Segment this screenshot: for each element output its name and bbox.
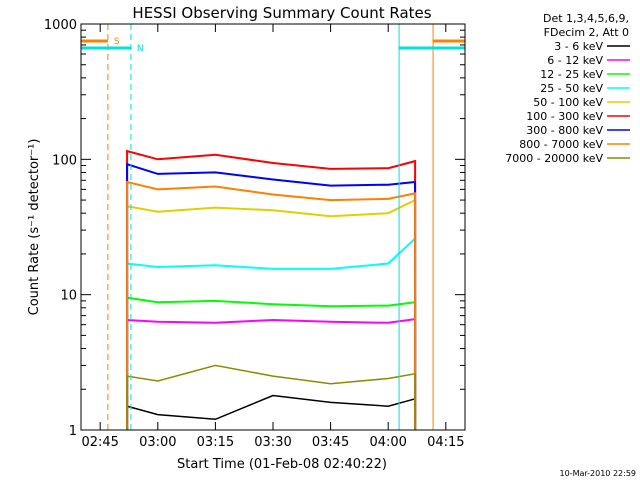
legend-header-1: FDecim 2, Att 0 [544, 26, 629, 39]
legend-label-7: 800 - 7000 keV [519, 138, 603, 151]
legend-header-0: Det 1,3,4,5,6,9, [543, 12, 629, 25]
y-axis: 1 10 100 1000 [44, 18, 465, 439]
series-line-6 [126, 162, 417, 430]
x-tick-label-2: 03:15 [197, 435, 234, 450]
series-line-4 [126, 198, 417, 430]
x-axis: 02:45 03:00 03:15 03:30 03:45 04:00 04:15 [81, 24, 465, 450]
marker-layer: SN [81, 24, 465, 430]
legend-label-2: 12 - 25 keV [540, 68, 603, 81]
y-tick-label-2: 100 [52, 153, 77, 168]
legend-label-3: 25 - 50 keV [540, 82, 603, 95]
series-line-8 [126, 364, 416, 430]
y-tick-label-0: 1 [69, 424, 77, 439]
series-line-5 [126, 149, 417, 430]
series-layer [126, 149, 417, 430]
y-axis-label: Count Rate (s⁻¹ detector⁻¹) [27, 139, 42, 316]
legend: Det 1,3,4,5,6,9,FDecim 2, Att 03 - 6 keV… [505, 12, 630, 165]
series-line-2 [126, 296, 417, 430]
plot-frame [80, 23, 466, 431]
x-axis-label: Start Time (01-Feb-08 02:40:22) [177, 457, 387, 472]
legend-label-4: 50 - 100 keV [533, 96, 603, 109]
x-tick-label-3: 03:30 [254, 435, 291, 450]
legend-label-6: 300 - 800 keV [526, 124, 603, 137]
legend-label-0: 3 - 6 keV [554, 40, 603, 53]
x-tick-label-0: 02:45 [81, 435, 118, 450]
y-tick-label-1: 10 [60, 289, 77, 304]
x-tick-label-4: 03:45 [312, 435, 349, 450]
series-line-0 [126, 394, 416, 430]
series-line-7 [126, 180, 417, 430]
legend-label-1: 6 - 12 keV [547, 54, 603, 67]
chart-title: HESSI Observing Summary Count Rates [132, 4, 431, 22]
x-tick-label-5: 04:00 [369, 435, 406, 450]
x-tick-label-6: 04:15 [427, 435, 464, 450]
marker-label-1: N [137, 44, 144, 54]
marker-label-0: S [114, 37, 120, 47]
legend-label-5: 100 - 300 keV [526, 110, 603, 123]
series-line-3 [126, 236, 417, 430]
footer-timestamp: 10-Mar-2010 22:59 [560, 469, 637, 478]
x-tick-label-1: 03:00 [139, 435, 176, 450]
series-line-1 [126, 317, 417, 430]
y-tick-label-3: 1000 [44, 18, 77, 33]
legend-label-8: 7000 - 20000 keV [505, 152, 603, 165]
